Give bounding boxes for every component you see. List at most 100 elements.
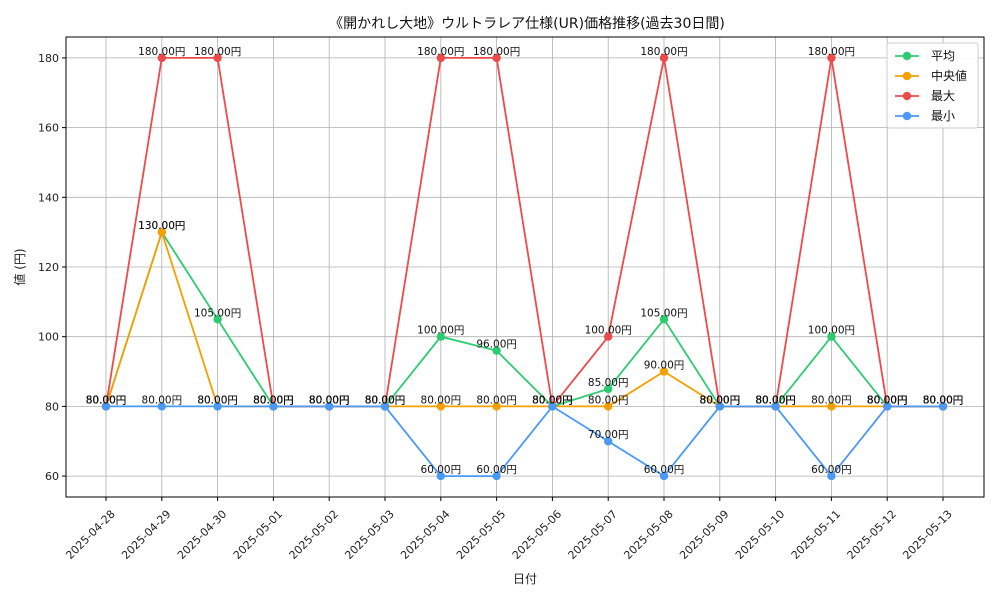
data-label: 80.00円 — [923, 394, 964, 406]
data-label: 180.00円 — [473, 46, 520, 58]
data-point — [938, 402, 948, 411]
data-point — [436, 402, 445, 411]
data-point — [827, 53, 836, 63]
data-label: 80.00円 — [923, 394, 964, 406]
x-tick-label: 2025-05-06 — [510, 508, 564, 562]
x-tick-label: 2025-05-07 — [566, 508, 620, 562]
legend-label: 最小 — [931, 109, 955, 123]
series-line — [105, 57, 943, 409]
data-point — [659, 471, 669, 481]
data-point — [827, 471, 836, 481]
data-label: 80.00円 — [309, 394, 350, 406]
data-label: 80.00円 — [700, 394, 741, 406]
legend-marker — [902, 91, 912, 101]
data-label: 80.00円 — [309, 394, 350, 406]
data-point — [604, 402, 613, 411]
data-point — [380, 402, 390, 411]
data-label: 80.00円 — [755, 394, 796, 406]
data-point — [436, 53, 445, 63]
series-3 — [101, 402, 948, 481]
data-label: 80.00円 — [253, 394, 294, 406]
y-tick-label: 120 — [38, 261, 59, 274]
data-label: 80.00円 — [86, 394, 127, 406]
data-label: 80.00円 — [923, 394, 964, 406]
data-point — [883, 402, 892, 411]
data-point — [604, 384, 613, 394]
legend-label: 中央値 — [931, 68, 967, 83]
x-tick-label: 2025-05-03 — [342, 508, 396, 562]
data-label: 80.00円 — [532, 394, 573, 406]
y-tick-label: 140 — [38, 191, 59, 204]
data-point — [213, 53, 222, 63]
x-tick-label: 2025-05-01 — [231, 508, 285, 562]
data-label: 60.00円 — [476, 464, 517, 476]
data-label: 180.00円 — [194, 46, 241, 58]
x-tick-label: 2025-05-11 — [789, 508, 843, 562]
data-label: 180.00円 — [138, 46, 185, 58]
data-label: 80.00円 — [142, 394, 183, 406]
data-label: 80.00円 — [253, 394, 294, 406]
data-label: 80.00円 — [309, 394, 350, 406]
data-label: 180.00円 — [417, 46, 464, 58]
series-2 — [101, 53, 948, 411]
x-tick-label: 2025-05-08 — [621, 508, 675, 562]
data-point — [659, 367, 669, 376]
data-label: 80.00円 — [700, 394, 741, 406]
data-point — [827, 332, 836, 341]
data-point — [604, 437, 613, 446]
data-point — [548, 402, 557, 411]
data-point — [157, 227, 166, 237]
data-point — [492, 471, 501, 481]
data-label: 85.00円 — [588, 377, 629, 389]
data-label: 80.00円 — [700, 394, 741, 406]
data-point — [771, 402, 780, 411]
data-label: 80.00円 — [532, 394, 573, 406]
y-axis-title: 値 (円) — [12, 248, 27, 285]
data-label: 100.00円 — [417, 325, 464, 337]
x-tick-label: 2025-05-04 — [398, 508, 452, 562]
data-label: 130.00円 — [138, 220, 185, 232]
data-point — [492, 402, 501, 411]
data-label: 80.00円 — [86, 394, 127, 406]
series-layer — [101, 53, 948, 481]
data-label: 80.00円 — [755, 394, 796, 406]
data-point — [157, 402, 166, 411]
data-label: 80.00円 — [421, 394, 462, 406]
data-label: 80.00円 — [197, 394, 238, 406]
y-tick-label: 60 — [45, 470, 59, 483]
data-point — [715, 402, 724, 411]
data-label: 80.00円 — [755, 394, 796, 406]
data-label: 96.00円 — [476, 339, 517, 351]
x-axis-title: 日付 — [513, 572, 537, 586]
grid — [66, 37, 984, 497]
y-tick-label: 80 — [45, 400, 59, 413]
data-label: 100.00円 — [808, 325, 855, 337]
data-label: 80.00円 — [867, 394, 908, 406]
data-label: 80.00円 — [923, 394, 964, 406]
data-label: 80.00円 — [532, 394, 573, 406]
x-tick-label: 2025-05-02 — [287, 508, 341, 562]
data-label: 60.00円 — [421, 464, 462, 476]
data-label: 90.00円 — [644, 360, 685, 372]
data-label: 80.00円 — [365, 394, 406, 406]
data-point — [659, 53, 669, 63]
data-label: 80.00円 — [86, 394, 127, 406]
data-label: 80.00円 — [867, 394, 908, 406]
data-point — [827, 402, 836, 411]
x-tick-label: 2025-04-30 — [175, 508, 229, 562]
data-label: 100.00円 — [585, 325, 632, 337]
data-label: 80.00円 — [253, 394, 294, 406]
data-point — [492, 346, 501, 355]
data-label: 80.00円 — [365, 394, 406, 406]
data-label: 105.00円 — [194, 307, 241, 319]
data-label: 180.00円 — [640, 46, 687, 58]
series-line — [105, 230, 943, 408]
legend-marker — [902, 51, 912, 61]
data-label: 80.00円 — [365, 394, 406, 406]
legend-box — [886, 42, 979, 129]
data-label: 80.00円 — [867, 394, 908, 406]
data-point — [325, 402, 334, 411]
